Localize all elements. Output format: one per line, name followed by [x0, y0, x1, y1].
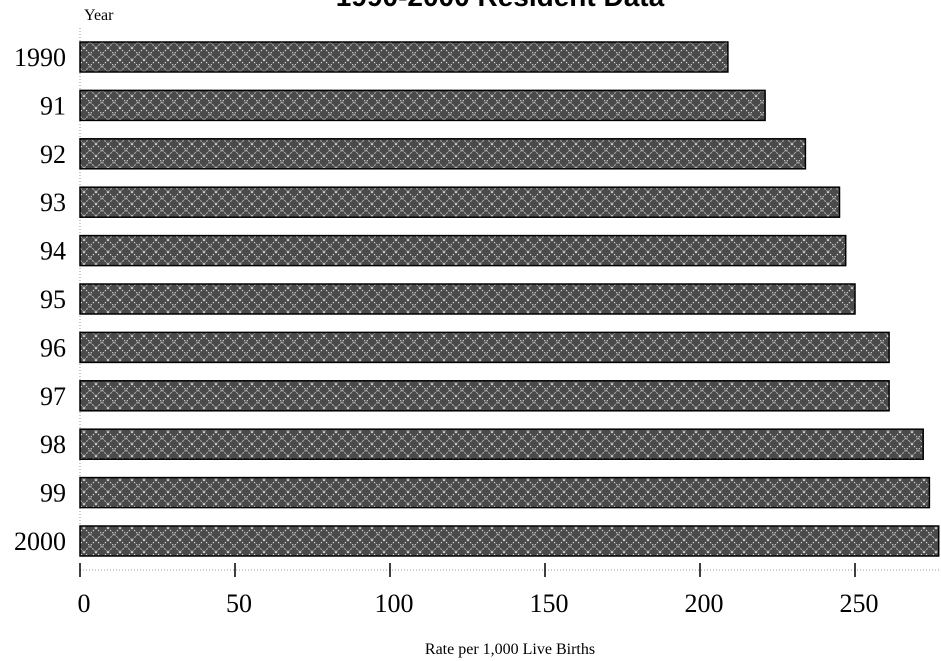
category-label-98: 98 [40, 430, 66, 459]
bars [79, 41, 940, 557]
bar-94 [79, 234, 847, 267]
x-tick-label-100: 100 [375, 589, 414, 618]
x-tick-label-150: 150 [530, 589, 569, 618]
bar-1990 [79, 41, 729, 73]
category-label-96: 96 [40, 333, 66, 362]
category-label-2000: 2000 [14, 527, 66, 556]
x-tick-label-0: 0 [78, 589, 91, 618]
category-label-97: 97 [40, 382, 66, 411]
chart-title: 1990-2000 Resident Data [336, 0, 665, 12]
bar-2000 [79, 525, 940, 557]
bar-98 [79, 428, 924, 460]
bar-93 [79, 186, 841, 218]
x-axis-label: Rate per 1,000 Live Births [425, 641, 595, 658]
bar-96 [79, 331, 890, 364]
y-axis-label: Year [84, 7, 114, 24]
x-axis: 0 50 100 150 200 250 [78, 563, 941, 618]
bar-91 [79, 89, 766, 122]
category-label-92: 92 [40, 140, 66, 169]
x-tick-label-250: 250 [840, 589, 879, 618]
bar-92 [79, 138, 807, 170]
bar-99 [79, 476, 931, 509]
bar-97 [79, 380, 890, 412]
category-label-95: 95 [40, 285, 66, 314]
category-labels: 1990 91 92 93 94 95 96 97 98 99 2000 [14, 43, 66, 556]
bar-95 [79, 283, 856, 315]
x-tick-label-200: 200 [685, 589, 724, 618]
category-label-93: 93 [40, 188, 66, 217]
x-tick-label-50: 50 [226, 589, 252, 618]
category-label-94: 94 [40, 237, 66, 266]
category-label-91: 91 [40, 91, 66, 120]
category-label-1990: 1990 [14, 43, 66, 72]
category-label-99: 99 [40, 479, 66, 508]
